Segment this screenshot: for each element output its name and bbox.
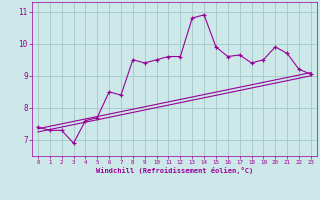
- X-axis label: Windchill (Refroidissement éolien,°C): Windchill (Refroidissement éolien,°C): [96, 167, 253, 174]
